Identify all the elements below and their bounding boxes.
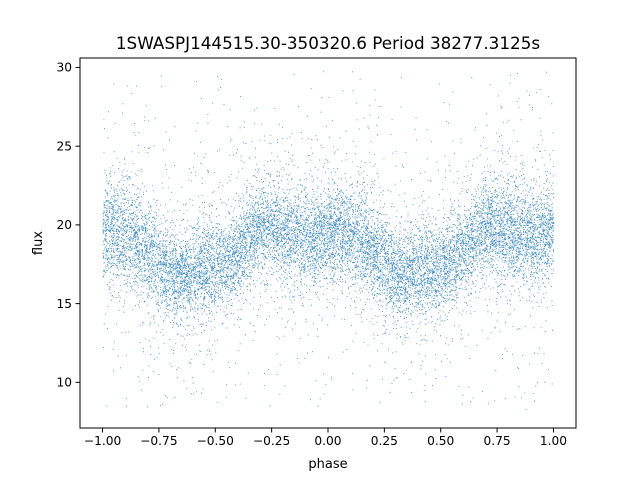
- y-axis-label: flux: [31, 231, 46, 255]
- x-tick-label: 0.75: [484, 434, 511, 448]
- y-tick-label: 10: [56, 376, 72, 390]
- y-tick-label: 25: [56, 139, 72, 153]
- x-tick-label: −0.75: [140, 434, 177, 448]
- x-axis-label: phase: [308, 457, 347, 472]
- x-tick-label: 0.50: [427, 434, 454, 448]
- y-tick-label: 15: [56, 297, 72, 311]
- y-tick-label: 30: [56, 61, 72, 75]
- x-tick-label: −0.50: [197, 434, 234, 448]
- x-axis-ticks: −1.00 −0.75 −0.50 −0.25 0.00 0.25 0.50 0.75 1.00: [84, 428, 567, 448]
- x-tick-label: 0.00: [314, 434, 341, 448]
- chart-title: 1SWASPJ144515.30-350320.6 Period 38277.3…: [116, 33, 540, 53]
- y-tick-label: 20: [56, 218, 72, 232]
- x-tick-label: 0.25: [371, 434, 398, 448]
- x-tick-label: −0.25: [253, 434, 290, 448]
- y-axis-ticks: 10 15 20 25 30: [56, 61, 80, 390]
- x-tick-label: 1.00: [540, 434, 567, 448]
- x-tick-label: −1.00: [84, 434, 121, 448]
